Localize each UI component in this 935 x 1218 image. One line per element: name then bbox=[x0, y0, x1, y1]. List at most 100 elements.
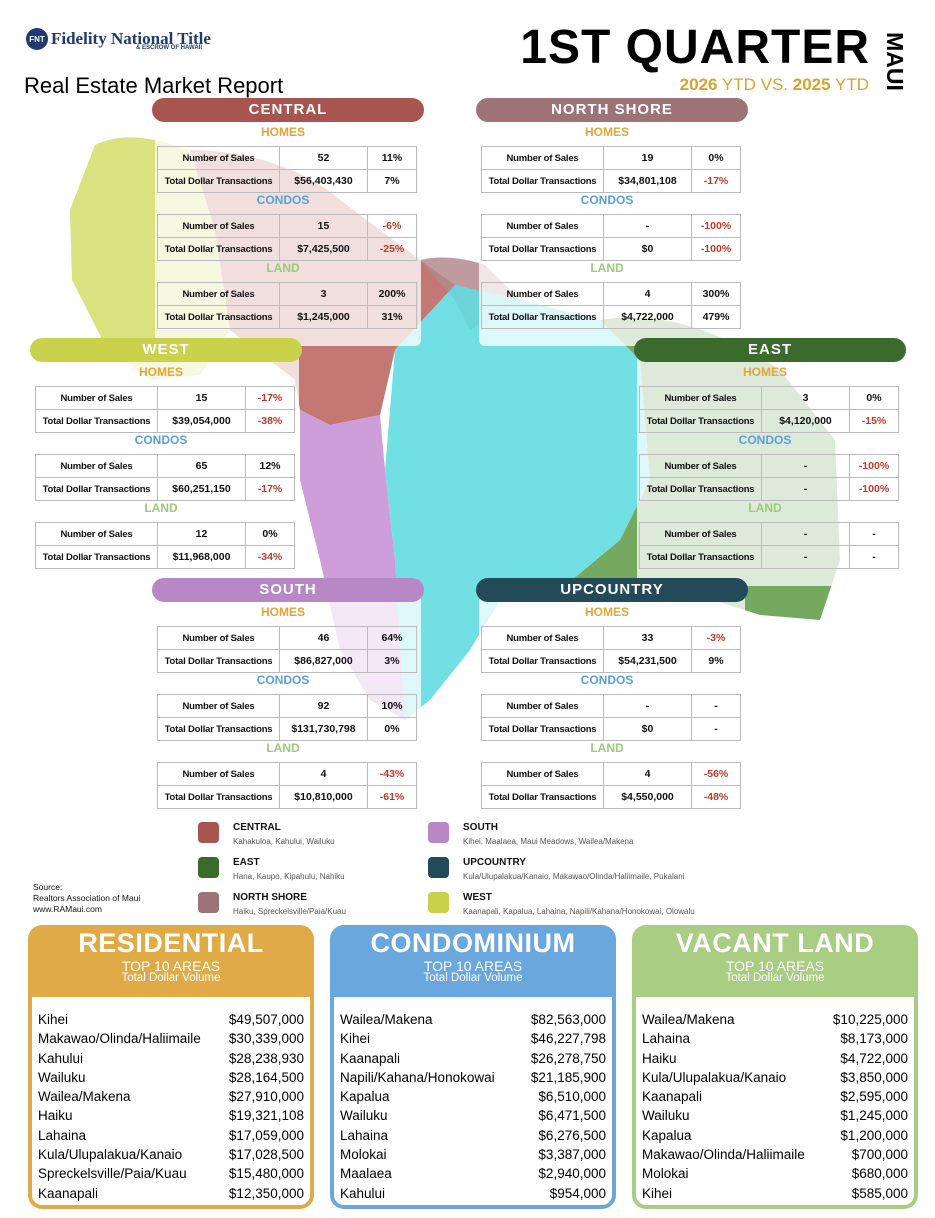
sales-count: - bbox=[761, 454, 850, 478]
area-value: $6,276,500 bbox=[538, 1127, 606, 1143]
table-row: Number of Sales 4 -43% bbox=[157, 762, 417, 786]
area-name: Kapalua bbox=[340, 1089, 390, 1105]
sales-change: 0% bbox=[691, 146, 741, 170]
list-item: Maalaea $2,940,000 bbox=[340, 1164, 606, 1183]
dollar-total: - bbox=[761, 477, 850, 501]
sales-count: - bbox=[761, 522, 850, 546]
area-value: $30,339,000 bbox=[228, 1031, 304, 1047]
table-row: Total Dollar Transactions $0 -100% bbox=[481, 237, 741, 261]
section-label-land: LAND bbox=[748, 501, 782, 515]
table-row: Number of Sales 92 10% bbox=[157, 694, 417, 718]
row-label: Total Dollar Transactions bbox=[157, 717, 280, 741]
row-label: Number of Sales bbox=[481, 762, 604, 786]
top10-title: VACANT LAND bbox=[675, 928, 875, 958]
area-value: $17,059,000 bbox=[228, 1127, 304, 1143]
sales-count: 3 bbox=[761, 386, 850, 410]
area-name: Makawao/Olinda/Haliimaile bbox=[642, 1147, 805, 1163]
area-value: $3,387,000 bbox=[538, 1147, 606, 1163]
sales-change: 11% bbox=[367, 146, 417, 170]
row-label: Total Dollar Transactions bbox=[35, 409, 158, 433]
legend-areas: Haiku, Spreckelsville/Paia/Kuau bbox=[233, 907, 346, 916]
list-item: Kula/Ulupalakua/Kanaio $3,850,000 bbox=[642, 1068, 908, 1087]
homes-table: Number of Sales 46 64% Total Dollar Transac… bbox=[157, 626, 417, 673]
legend-item-east: EAST Hana, Kaupo, Kipahulu, Nahiku bbox=[198, 857, 345, 881]
dollar-change: -100% bbox=[691, 237, 741, 261]
row-label: Total Dollar Transactions bbox=[35, 477, 158, 501]
dollar-total: $7,425,500 bbox=[279, 237, 368, 261]
row-label: Total Dollar Transactions bbox=[157, 649, 280, 673]
dollar-change: 7% bbox=[367, 169, 417, 193]
list-item: Lahaina $17,059,000 bbox=[38, 1126, 304, 1145]
dollar-change: 0% bbox=[367, 717, 417, 741]
area-name: Kaanapali bbox=[642, 1089, 703, 1105]
source-org: Realtors Association of Maui bbox=[33, 893, 141, 903]
dollar-total: $131,730,798 bbox=[279, 717, 368, 741]
area-value: $27,910,000 bbox=[228, 1089, 304, 1105]
sales-change: -56% bbox=[691, 762, 741, 786]
sales-count: 15 bbox=[157, 386, 246, 410]
legend-areas: Kihei, Maalaea, Maui Meadows, Wailea/Mak… bbox=[463, 837, 634, 846]
list-item: Wailuku $28,164,500 bbox=[38, 1068, 304, 1087]
dollar-change: -15% bbox=[849, 409, 899, 433]
top10-subtitle: TOP 10 AREAS bbox=[725, 958, 825, 974]
area-name: Maalaea bbox=[340, 1166, 392, 1182]
area-name: Lahaina bbox=[38, 1127, 87, 1143]
legend-name: CENTRAL bbox=[233, 822, 281, 833]
area-value: $26,278,750 bbox=[530, 1050, 606, 1066]
ytd-comparison: 2026 YTD VS. 2025 YTD bbox=[680, 75, 869, 95]
area-value: $680,000 bbox=[851, 1166, 908, 1182]
legend-areas: Kaanapali, Kapalua, Lahaina, Napili/Kaha… bbox=[463, 907, 695, 916]
list-item: Kula/Ulupalakua/Kanaio $17,028,500 bbox=[38, 1145, 304, 1164]
source-url: www.RAMaui.com bbox=[33, 904, 102, 914]
land-table: Number of Sales 12 0% Total Dollar Transact… bbox=[35, 522, 295, 569]
sales-count: 4 bbox=[279, 762, 368, 786]
row-label: Total Dollar Transactions bbox=[157, 169, 280, 193]
dollar-total: - bbox=[761, 545, 850, 569]
panel-title: UPCOUNTRY bbox=[476, 578, 748, 602]
area-name: Kahului bbox=[38, 1050, 84, 1066]
legend-item-west: WEST Kaanapali, Kapalua, Lahaina, Napili/… bbox=[428, 892, 695, 916]
area-name: Molokai bbox=[340, 1147, 387, 1163]
legend-swatch bbox=[428, 857, 449, 878]
sales-change: 10% bbox=[367, 694, 417, 718]
sales-change: -100% bbox=[691, 214, 741, 238]
logo-name: Fidelity National Title bbox=[51, 29, 211, 48]
sales-count: 3 bbox=[279, 282, 368, 306]
area-value: $12,350,000 bbox=[228, 1185, 304, 1201]
island-name: MAUI bbox=[881, 31, 908, 91]
table-row: Total Dollar Transactions $7,425,500 -25% bbox=[157, 237, 417, 261]
company-logo: FNT Fidelity National Title & ESCROW OF … bbox=[26, 28, 211, 51]
table-row: Number of Sales 15 -6% bbox=[157, 214, 417, 238]
legend-item-north-shore: NORTH SHORE Haiku, Spreckelsville/Paia/Ku… bbox=[198, 892, 346, 916]
table-row: Total Dollar Transactions $86,827,000 3% bbox=[157, 649, 417, 673]
row-label: Total Dollar Transactions bbox=[157, 785, 280, 809]
condos-table: Number of Sales 65 12% Total Dollar Transac… bbox=[35, 454, 295, 501]
source-note: Source: Realtors Association of Maui www… bbox=[33, 882, 140, 915]
dollar-total: $39,054,000 bbox=[157, 409, 246, 433]
dollar-total: $11,968,000 bbox=[157, 545, 246, 569]
sales-count: 65 bbox=[157, 454, 246, 478]
panel-title: EAST bbox=[634, 338, 906, 362]
condos-table: Number of Sales 15 -6% Total Dollar Transac… bbox=[157, 214, 417, 261]
sales-count: 52 bbox=[279, 146, 368, 170]
section-label-land: LAND bbox=[266, 261, 300, 275]
sales-change: 64% bbox=[367, 626, 417, 650]
area-value: $1,245,000 bbox=[840, 1108, 908, 1124]
table-row: Total Dollar Transactions $4,722,000 479% bbox=[481, 305, 741, 329]
list-item: Lahaina $6,276,500 bbox=[340, 1126, 606, 1145]
top10-header: VACANT LAND TOP 10 AREAS Total Dollar Volu… bbox=[632, 925, 918, 997]
legend-name: SOUTH bbox=[463, 822, 498, 833]
ytd-prior-year: 2025 bbox=[792, 75, 831, 94]
panel-title: SOUTH bbox=[152, 578, 424, 602]
area-name: Wailea/Makena bbox=[340, 1012, 433, 1027]
sales-count: 33 bbox=[603, 626, 692, 650]
sales-change: 0% bbox=[245, 522, 295, 546]
area-name: Kula/Ulupalakua/Kanaio bbox=[38, 1147, 183, 1163]
legend-text: EAST Hana, Kaupo, Kipahulu, Nahiku bbox=[233, 857, 345, 881]
list-item: Napili/Kahana/Honokowai $21,185,900 bbox=[340, 1068, 606, 1087]
section-label-land: LAND bbox=[590, 261, 624, 275]
area-value: $21,185,900 bbox=[530, 1069, 606, 1085]
list-item: Kapalua $6,510,000 bbox=[340, 1087, 606, 1106]
list-item: Kahului $954,000 bbox=[340, 1184, 606, 1203]
area-value: $15,480,000 bbox=[228, 1166, 304, 1182]
